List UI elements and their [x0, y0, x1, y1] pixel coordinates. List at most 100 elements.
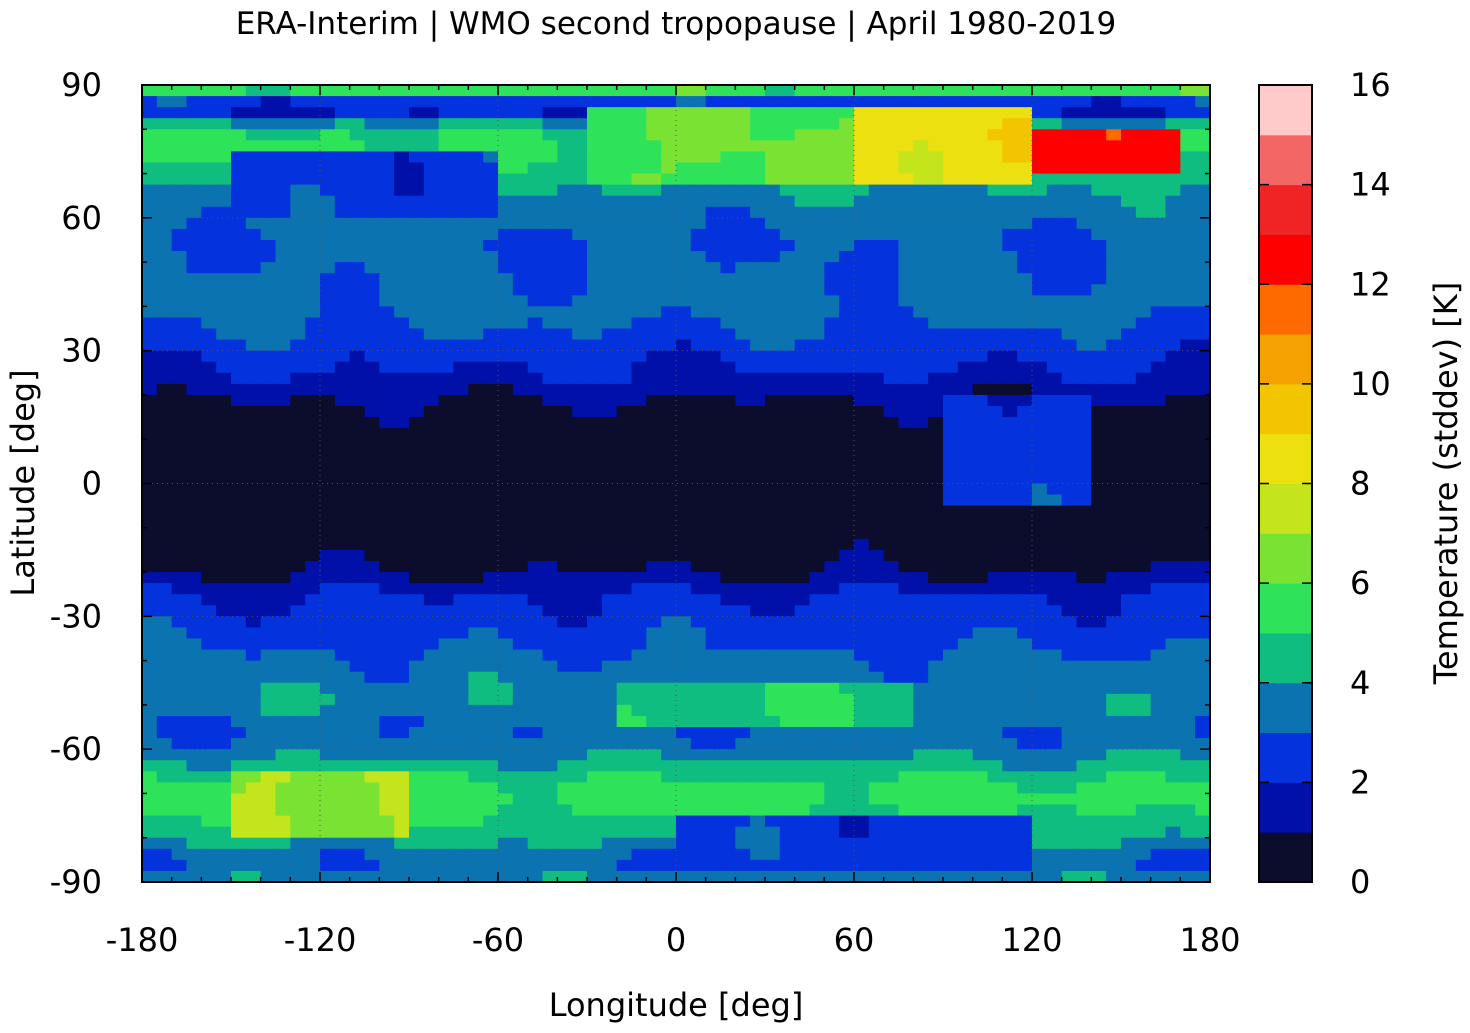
heatmap-cell: [928, 638, 944, 651]
heatmap-cell: [587, 195, 603, 208]
heatmap-cell: [1017, 295, 1033, 307]
heatmap-cell: [260, 228, 277, 241]
heatmap-cell: [794, 516, 811, 529]
heatmap-cell: [394, 195, 410, 208]
heatmap-cell: [972, 184, 989, 197]
heatmap-cell: [809, 284, 825, 296]
heatmap-cell: [1002, 284, 1018, 296]
heatmap-cell: [1032, 372, 1048, 385]
heatmap-cell: [171, 704, 188, 717]
heatmap-cell: [987, 461, 1003, 474]
heatmap-cell: [1195, 383, 1210, 396]
heatmap-cell: [216, 505, 232, 518]
heatmap-cell: [394, 560, 410, 573]
heatmap-cell: [216, 793, 232, 806]
heatmap-cell: [527, 693, 544, 706]
heatmap-cell: [394, 572, 410, 584]
heatmap-cell: [957, 793, 974, 806]
heatmap-cell: [720, 328, 736, 341]
heatmap-cell: [245, 273, 262, 285]
heatmap-cell: [928, 317, 944, 330]
heatmap-cell: [943, 826, 959, 839]
heatmap-cell: [171, 727, 188, 739]
heatmap-cell: [1195, 461, 1210, 474]
heatmap-cell: [572, 826, 588, 839]
heatmap-cell: [646, 782, 662, 795]
heatmap-cell: [616, 428, 633, 440]
heatmap-cell: [409, 616, 425, 629]
heatmap-cell: [542, 383, 558, 396]
heatmap-cell: [824, 195, 840, 208]
heatmap-cell: [646, 527, 662, 540]
heatmap-cell: [453, 627, 469, 640]
heatmap-cell: [646, 428, 662, 440]
heatmap-cell: [156, 461, 173, 474]
heatmap-cell: [483, 306, 499, 319]
heatmap-cell: [690, 505, 707, 518]
heatmap-cell: [839, 328, 855, 341]
heatmap-cell: [646, 118, 662, 130]
heatmap-cell: [572, 317, 588, 330]
heatmap-cell: [779, 184, 796, 197]
heatmap-cell: [334, 151, 351, 164]
heatmap-cell: [231, 217, 247, 230]
heatmap-cell: [379, 671, 395, 684]
heatmap-cell: [349, 173, 366, 186]
heatmap-cell: [1017, 162, 1033, 175]
heatmap-cell: [1180, 295, 1196, 307]
heatmap-cell: [794, 339, 811, 352]
heatmap-cell: [423, 483, 440, 496]
heatmap-cell: [957, 328, 974, 341]
heatmap-cell: [943, 228, 959, 241]
heatmap-cell: [646, 516, 662, 529]
heatmap-cell: [142, 572, 158, 584]
heatmap-cell: [1046, 704, 1063, 717]
heatmap-cell: [676, 228, 692, 241]
heatmap-cell: [142, 295, 158, 307]
heatmap-cell: [498, 239, 514, 252]
heatmap-cell: [216, 129, 232, 141]
heatmap-cell: [1032, 771, 1048, 783]
heatmap-cell: [839, 837, 855, 850]
heatmap-cell: [631, 262, 647, 274]
heatmap-cell: [705, 572, 722, 584]
heatmap-cell: [676, 749, 692, 761]
heatmap-cell: [334, 572, 351, 584]
heatmap-cell: [765, 239, 781, 252]
heatmap-cell: [1032, 461, 1048, 474]
heatmap-cell: [854, 727, 870, 739]
heatmap-cell: [631, 129, 647, 141]
heatmap-cell: [275, 704, 291, 717]
heatmap-cell: [572, 306, 588, 319]
heatmap-cell: [1046, 251, 1063, 263]
heatmap-cell: [245, 317, 262, 330]
heatmap-cell: [824, 826, 840, 839]
heatmap-cell: [498, 560, 514, 573]
heatmap-cell: [690, 428, 707, 440]
heatmap-cell: [1076, 826, 1092, 839]
heatmap-cell: [868, 195, 885, 208]
heatmap-cell: [1002, 450, 1018, 462]
heatmap-cell: [201, 594, 217, 606]
heatmap-cell: [794, 461, 811, 474]
heatmap-cell: [423, 295, 440, 307]
heatmap-cell: [379, 306, 395, 319]
heatmap-cell: [468, 96, 484, 108]
heatmap-cell: [928, 85, 944, 97]
heatmap-cell: [661, 693, 677, 706]
heatmap-cell: [1002, 129, 1018, 141]
heatmap-cell: [854, 239, 870, 252]
heatmap-cell: [943, 450, 959, 462]
heatmap-cell: [1091, 638, 1107, 651]
heatmap-cell: [290, 848, 306, 861]
heatmap-cell: [409, 627, 425, 640]
heatmap-cell: [201, 85, 217, 97]
heatmap-cell: [765, 749, 781, 761]
heatmap-cell: [142, 594, 158, 606]
heatmap-cell: [972, 483, 989, 496]
heatmap-cell: [690, 605, 707, 617]
heatmap-cell: [631, 450, 647, 462]
heatmap-cell: [705, 107, 722, 119]
heatmap-cell: [587, 350, 603, 363]
heatmap-cell: [201, 738, 217, 750]
